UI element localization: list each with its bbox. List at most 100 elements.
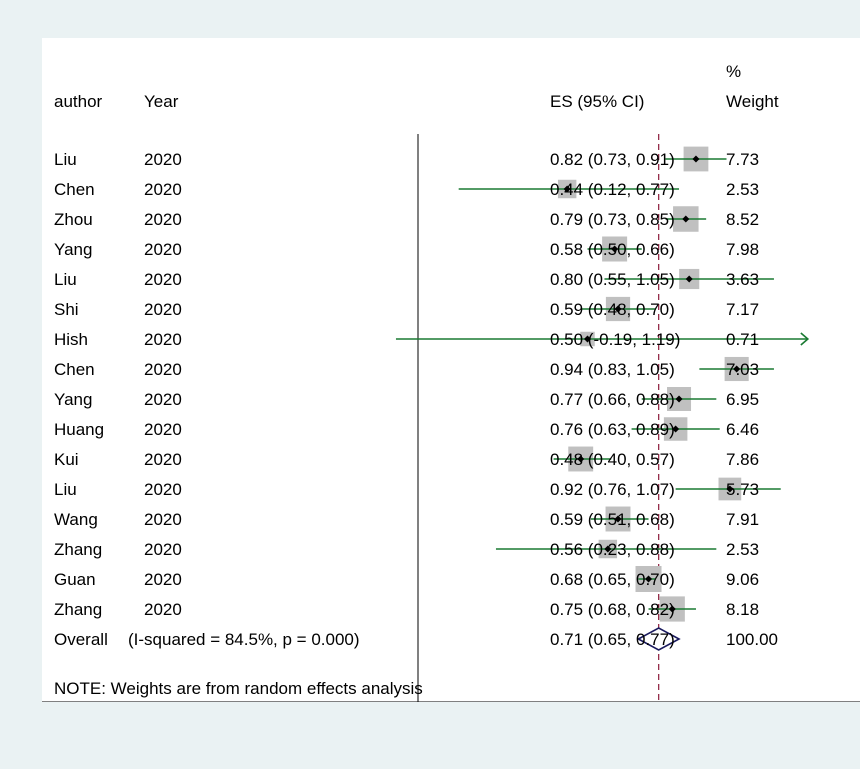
overall-weight: 100.00 (726, 630, 778, 649)
study-ci-text: 0.75 (0.68, 0.82) (550, 600, 675, 619)
study-ci-text: 0.68 (0.65, 0.70) (550, 570, 675, 589)
study-weight: 7.03 (726, 360, 759, 379)
study-author: Hish (54, 330, 88, 349)
header-weight: Weight (726, 92, 779, 111)
study-author: Liu (54, 270, 77, 289)
study-weight: 8.52 (726, 210, 759, 229)
study-author: Yang (54, 390, 92, 409)
study-row: Zhou 2020 0.79 (0.73, 0.85) 8.52 (54, 206, 759, 232)
point-estimate (685, 275, 693, 283)
study-author: Kui (54, 450, 79, 469)
study-rows: Liu 2020 0.82 (0.73, 0.91) 7.73 Chen 2020 0.44… (54, 146, 810, 622)
study-author: Chen (54, 360, 95, 379)
header-author: author (54, 92, 103, 111)
forest-plot-panel: author Year ES (95% CI) % Weight Liu 2020… (42, 38, 860, 702)
study-row: Hish 2020 0.50 (-0.19, 1.19) 0.71 (54, 330, 810, 349)
study-ci-text: 0.59 (0.51, 0.68) (550, 510, 675, 529)
study-row: Yang 2020 0.77 (0.66, 0.88) 6.95 (54, 386, 759, 412)
study-ci-text: 0.79 (0.73, 0.85) (550, 210, 675, 229)
study-weight: 2.53 (726, 180, 759, 199)
study-author: Zhang (54, 600, 102, 619)
study-year: 2020 (144, 600, 182, 619)
study-author: Liu (54, 480, 77, 499)
study-ci-text: 0.58 (0.50, 0.66) (550, 240, 675, 259)
study-row: Chen 2020 0.94 (0.83, 1.05) 7.03 (54, 356, 774, 382)
study-author: Yang (54, 240, 92, 259)
overall-ci-text: 0.71 (0.65, 0.77) (550, 630, 675, 649)
point-estimate (692, 155, 700, 163)
study-weight: 7.91 (726, 510, 759, 529)
study-row: Zhang 2020 0.56 (0.23, 0.88) 2.53 (54, 539, 759, 559)
point-estimate (726, 485, 734, 493)
study-ci-text: 0.92 (0.76, 1.07) (550, 480, 675, 499)
point-estimate (682, 215, 690, 223)
overall-diamond (636, 627, 681, 651)
point-estimate (645, 575, 653, 583)
point-estimate (733, 365, 741, 373)
study-ci-text: 0.82 (0.73, 0.91) (550, 150, 675, 169)
forest-plot: author Year ES (95% CI) % Weight Liu 2020… (42, 62, 860, 702)
header-es: ES (95% CI) (550, 92, 644, 111)
study-row: Huang 2020 0.76 (0.63, 0.89) 6.46 (54, 417, 759, 441)
study-year: 2020 (144, 570, 182, 589)
study-ci-text: 0.80 (0.55, 1.05) (550, 270, 675, 289)
study-author: Chen (54, 180, 95, 199)
study-year: 2020 (144, 180, 182, 199)
study-author: Wang (54, 510, 98, 529)
study-weight: 3.63 (726, 270, 759, 289)
overall-label: Overall (54, 630, 108, 649)
point-estimate (672, 425, 680, 433)
study-year: 2020 (144, 210, 182, 229)
study-ci-text: 0.59 (0.48, 0.70) (550, 300, 675, 319)
point-estimate (668, 605, 676, 613)
study-weight: 7.98 (726, 240, 759, 259)
study-ci-text: 0.48 (0.40, 0.57) (550, 450, 675, 469)
study-year: 2020 (144, 420, 182, 439)
study-year: 2020 (144, 480, 182, 499)
study-ci-text: 0.44 (0.12, 0.77) (550, 180, 675, 199)
header-weight-percent: % (726, 62, 741, 81)
study-author: Liu (54, 150, 77, 169)
study-weight: 7.73 (726, 150, 759, 169)
study-row: Liu 2020 0.92 (0.76, 1.07) 5.73 (54, 477, 781, 501)
study-weight: 7.17 (726, 300, 759, 319)
study-row: Zhang 2020 0.75 (0.68, 0.82) 8.18 (54, 596, 759, 622)
study-year: 2020 (144, 270, 182, 289)
study-ci-text: 0.50 (-0.19, 1.19) (550, 330, 680, 349)
study-ci-text: 0.76 (0.63, 0.89) (550, 420, 675, 439)
study-weight: 8.18 (726, 600, 759, 619)
header-year: Year (144, 92, 179, 111)
study-ci-text: 0.94 (0.83, 1.05) (550, 360, 675, 379)
weights-note: NOTE: Weights are from random effects an… (54, 679, 423, 698)
ci-arrow (800, 332, 810, 346)
study-row: Liu 2020 0.82 (0.73, 0.91) 7.73 (54, 146, 759, 172)
point-estimate (577, 455, 585, 463)
overall-stats: (I-squared = 84.5%, p = 0.000) (128, 630, 360, 649)
point-estimate (604, 545, 612, 553)
point-estimate (675, 395, 683, 403)
study-row: Guan 2020 0.68 (0.65, 0.70) 9.06 (54, 566, 759, 592)
study-year: 2020 (144, 540, 182, 559)
study-author: Huang (54, 420, 104, 439)
study-row: Wang 2020 0.59 (0.51, 0.68) 7.91 (54, 506, 759, 532)
study-year: 2020 (144, 360, 182, 379)
study-weight: 2.53 (726, 540, 759, 559)
study-year: 2020 (144, 450, 182, 469)
study-year: 2020 (144, 240, 182, 259)
study-row: Yang 2020 0.58 (0.50, 0.66) 7.98 (54, 236, 759, 262)
study-weight: 5.73 (726, 480, 759, 499)
study-ci-text: 0.77 (0.66, 0.88) (550, 390, 675, 409)
point-estimate (611, 245, 619, 253)
study-row: Kui 2020 0.48 (0.40, 0.57) 7.86 (54, 446, 759, 472)
study-year: 2020 (144, 300, 182, 319)
study-author: Zhang (54, 540, 102, 559)
study-ci-text: 0.56 (0.23, 0.88) (550, 540, 675, 559)
study-author: Zhou (54, 210, 93, 229)
point-estimate (584, 335, 591, 343)
overall-row: Overall (I-squared = 84.5%, p = 0.000) 0.7… (54, 627, 778, 651)
study-weight: 6.95 (726, 390, 759, 409)
point-estimate (614, 515, 622, 523)
study-year: 2020 (144, 390, 182, 409)
study-row: Shi 2020 0.59 (0.48, 0.70) 7.17 (54, 296, 759, 322)
study-author: Guan (54, 570, 96, 589)
